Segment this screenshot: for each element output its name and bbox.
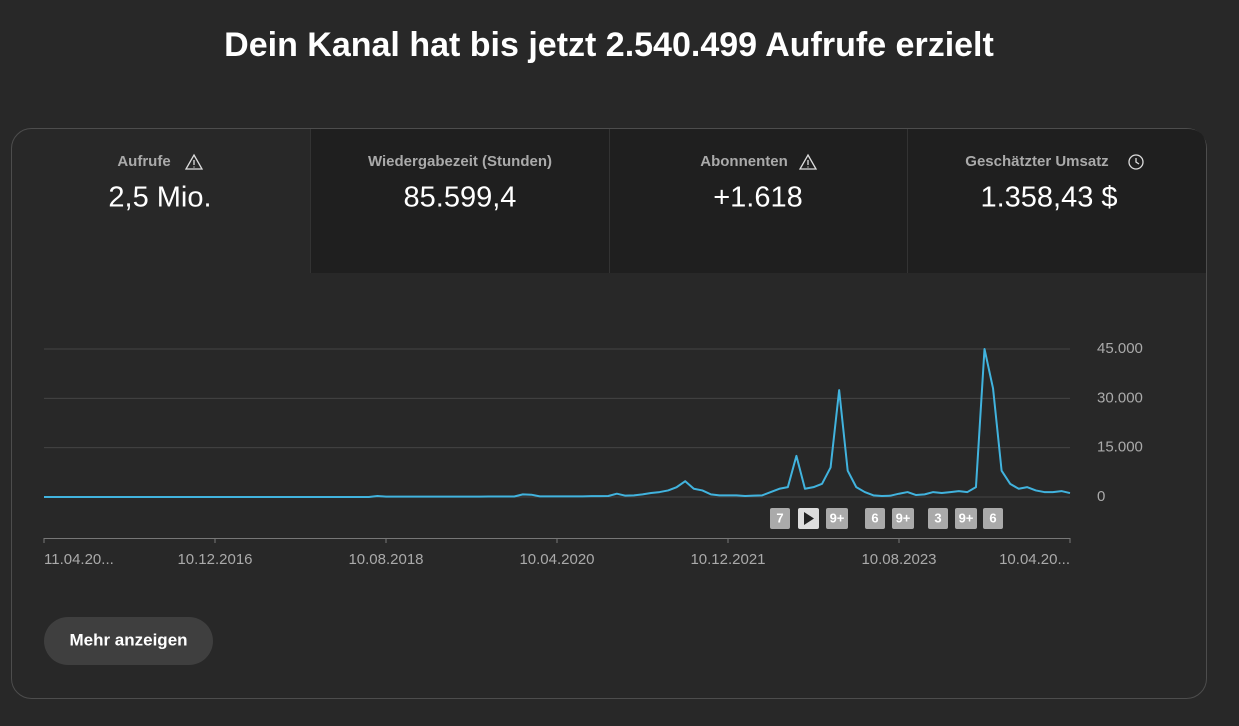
badge-label: 3 [934, 510, 941, 525]
x-tick-label: 10.08.2023 [861, 551, 936, 568]
badge-label: 6 [989, 510, 996, 525]
badge-label: 9+ [959, 510, 974, 525]
tab-label: Wiedergabezeit (Stunden) [368, 153, 552, 170]
badge-label: 7 [776, 510, 783, 525]
badge-label: 9+ [896, 510, 911, 525]
tab-label: Aufrufe [117, 153, 170, 170]
play-icon [804, 512, 814, 525]
warning-icon [184, 153, 204, 170]
tab-value: 85.599,4 [404, 182, 517, 214]
tab-value: 1.358,43 $ [980, 182, 1117, 214]
more-button[interactable] [44, 617, 213, 665]
x-tick-label: 10.12.2016 [177, 551, 252, 568]
badge-label: 9+ [830, 510, 845, 525]
annotations: 7 9+ 6 9+ 3 9+ 6 [770, 508, 1003, 529]
warning-icon [798, 153, 818, 170]
line-series [44, 348, 1071, 498]
x-tick-label: 10.12.2021 [690, 551, 765, 568]
y-tick-label: 0 [1097, 488, 1105, 505]
clock-icon [1128, 154, 1144, 170]
badge [865, 508, 885, 529]
tab-label: Geschätzter Umsatz [965, 153, 1108, 170]
y-tick-label: 15.000 [1097, 439, 1143, 456]
tab-label: Abonnenten [700, 153, 788, 170]
more-button-label[interactable]: Mehr anzeigen [69, 630, 187, 649]
tab-bg [310, 129, 1206, 273]
badge-label: 6 [871, 510, 878, 525]
x-tick-label: 10.04.20... [999, 551, 1070, 568]
icons [184, 153, 1144, 170]
y-tick-label: 30.000 [1097, 389, 1143, 406]
clock-hand [1135, 158, 1140, 165]
tab-value: 2,5 Mio. [108, 182, 211, 214]
page-title: Dein Kanal hat bis jetzt 2.540.499 Aufru… [224, 26, 994, 64]
badge [892, 508, 914, 529]
tab-value: +1.618 [713, 182, 803, 214]
y-tick-label: 45.000 [1097, 340, 1143, 357]
badge [928, 508, 948, 529]
badge [826, 508, 848, 529]
x-tick-label: 10.08.2018 [348, 551, 423, 568]
badge [770, 508, 790, 529]
badge [983, 508, 1003, 529]
x-tick-label: 11.04.20... [44, 551, 114, 568]
x-tick-label: 10.04.2020 [519, 551, 594, 568]
badge [955, 508, 977, 529]
